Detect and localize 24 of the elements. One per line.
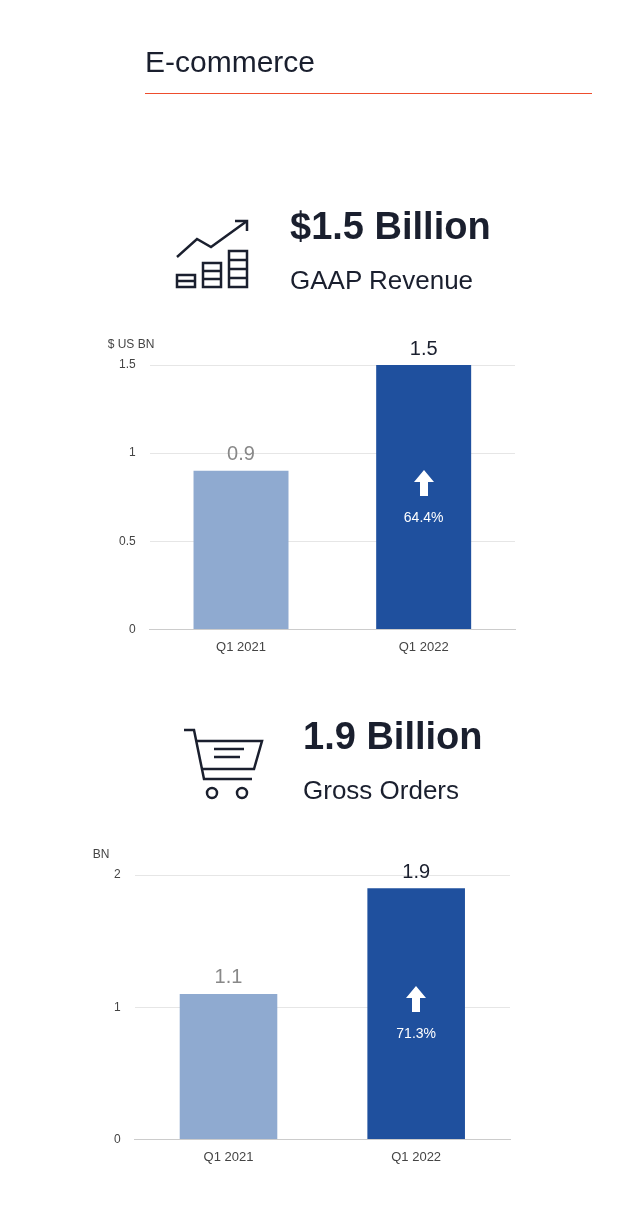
x-tick-label: Q1 2021 bbox=[203, 1148, 254, 1164]
x-tick-label: Q1 2021 bbox=[216, 638, 266, 654]
y-tick-label: 2 bbox=[113, 867, 121, 882]
text: E-commerce bbox=[145, 45, 592, 94]
annotation: 71.3% bbox=[396, 1024, 437, 1041]
y-tick-label: 1.5 bbox=[118, 357, 136, 372]
y-tick-label: 1 bbox=[128, 445, 136, 460]
data-label: 1.5 bbox=[409, 336, 438, 359]
y-tick-label: 1 bbox=[113, 999, 121, 1014]
data-label: 1.1 bbox=[214, 965, 243, 988]
y-axis-title: BN bbox=[92, 847, 110, 862]
chart-subtitle: Gross Orders bbox=[303, 775, 460, 806]
data-label: 0.9 bbox=[227, 442, 255, 465]
y-tick-label: 0.5 bbox=[118, 533, 136, 548]
data-label: 1.9 bbox=[402, 859, 431, 882]
chart-title: 1.9 Billion bbox=[303, 715, 483, 758]
chart-subtitle: GAAP Revenue bbox=[290, 265, 474, 296]
y-tick-label: 0 bbox=[113, 1131, 121, 1146]
x-tick-label: Q1 2022 bbox=[398, 638, 449, 654]
y-axis-title: $ US BN bbox=[107, 337, 155, 352]
y-tick-label: 0 bbox=[128, 621, 136, 636]
chart-title: $1.5 Billion bbox=[290, 205, 491, 248]
annotation: 64.4% bbox=[403, 509, 444, 526]
x-tick-label: Q1 2022 bbox=[391, 1148, 442, 1164]
